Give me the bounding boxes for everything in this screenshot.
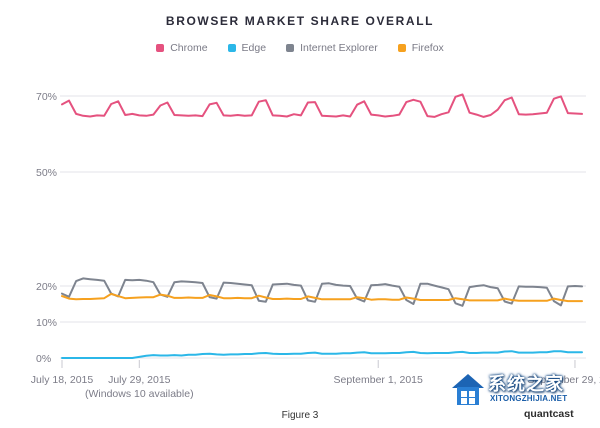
watermark-title: 系统之家 [488,374,564,394]
series-line-edge [61,350,583,359]
source-credit: quantcast [524,408,574,420]
legend-item-internet-explorer: Internet Explorer [286,42,378,54]
x-tick-label: September 1, 2015 [334,374,423,386]
legend-swatch [286,44,295,52]
series-line-internet-explorer [61,277,583,307]
figure-caption: Figure 3 [281,410,319,421]
x-tick-label: September 29, 2015 [527,374,600,386]
legend-label: Internet Explorer [300,42,378,54]
legend-label: Edge [241,42,267,54]
x-tick-label: July 29, 2015 [108,374,171,386]
legend-item-edge: Edge [227,42,267,54]
y-tick-label: 0% [36,353,51,365]
legend-swatch [227,44,236,52]
series-line-chrome [61,93,583,118]
legend-swatch [156,44,165,52]
x-tick-sublabel: (Windows 10 available) [85,388,194,400]
chart-legend: Chrome Edge Internet Explorer Firefox [0,42,600,54]
watermark-house-logo [452,374,484,405]
legend-item-chrome: Chrome [156,42,208,54]
legend-swatch [397,44,406,52]
y-tick-label: 10% [36,317,57,329]
watermark-subtitle: XITONGZHIJIA.NET [490,394,568,403]
legend-label: Chrome [170,42,208,54]
y-tick-label: 70% [36,91,57,103]
site-watermark: 系统之家 XITONGZHIJIA.NET [448,370,596,410]
y-tick-label: 50% [36,167,57,179]
x-tick-label: July 18, 2015 [31,374,94,386]
series-line-firefox [61,292,583,303]
y-tick-label: 20% [36,281,57,293]
chart-title: BROWSER MARKET SHARE OVERALL [165,14,435,28]
legend-label: Firefox [411,42,444,54]
legend-item-firefox: Firefox [397,42,444,54]
